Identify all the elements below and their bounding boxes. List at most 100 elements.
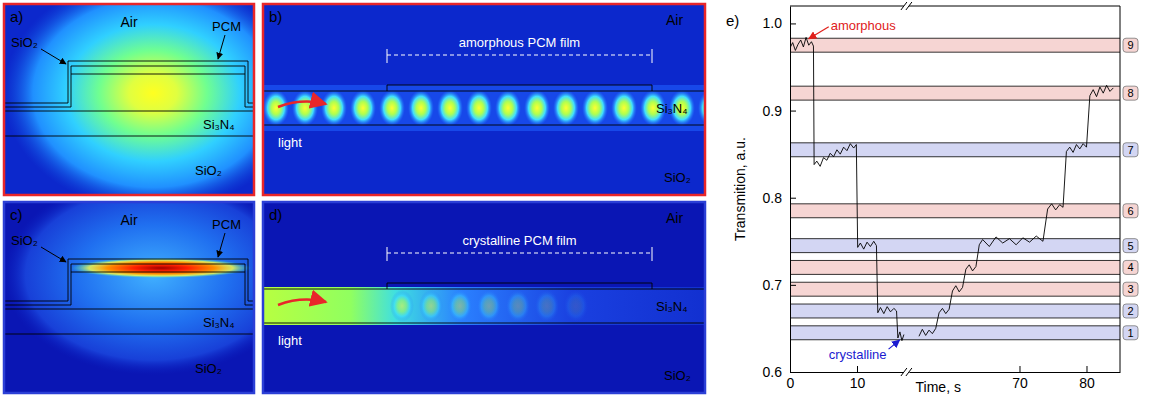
tick: 10 xyxy=(850,366,866,391)
panel: amorphous PCM filmlightAirSi₃N₄SiO₂b) xyxy=(262,3,724,196)
tick-mark xyxy=(1086,366,1087,372)
layer-line xyxy=(3,111,255,112)
field-spot xyxy=(495,90,521,126)
level-edge xyxy=(790,296,1120,297)
tick-label: 1.0 xyxy=(763,15,783,31)
level-box xyxy=(1123,86,1138,100)
light-arrow xyxy=(278,300,326,305)
level-band xyxy=(790,38,1120,52)
tick: 0.8 xyxy=(763,190,796,206)
tick-label: 10 xyxy=(850,375,866,391)
dimension-line xyxy=(387,55,652,56)
tick-mark xyxy=(790,285,796,286)
arrow xyxy=(218,35,225,59)
label: Si₃N₄ xyxy=(656,299,688,314)
level-edge xyxy=(790,86,1120,87)
level-edge xyxy=(790,217,1120,218)
field-spot xyxy=(419,290,443,322)
label: PCM xyxy=(212,19,241,34)
tick-label: 0 xyxy=(787,375,795,391)
trace xyxy=(919,85,1113,336)
tick-mark xyxy=(790,23,796,24)
field xyxy=(262,201,706,394)
field-spot xyxy=(506,290,530,322)
tick-mark xyxy=(790,366,791,372)
level-band xyxy=(790,204,1120,218)
layer-line xyxy=(262,125,706,126)
field-spot xyxy=(3,201,255,375)
layer-line xyxy=(3,264,255,305)
level-box xyxy=(1123,239,1138,253)
light-arrow xyxy=(278,102,326,107)
level-edge xyxy=(790,238,1120,239)
label: Air xyxy=(666,12,683,28)
field-spot xyxy=(437,90,463,126)
tick-mark xyxy=(1019,366,1020,372)
axis-title: Time, s xyxy=(916,379,961,395)
label: Air xyxy=(120,212,137,228)
layer-line xyxy=(71,74,245,75)
panel-letter: e) xyxy=(726,12,739,29)
tick-mark xyxy=(790,111,796,112)
field-spot xyxy=(582,90,608,126)
annotation: crystalline xyxy=(829,340,900,362)
tick-label: 80 xyxy=(1079,375,1095,391)
axis-line xyxy=(790,7,791,373)
field-band xyxy=(262,287,706,325)
level-box xyxy=(1123,38,1138,52)
level-band xyxy=(790,282,1120,296)
field-spot xyxy=(71,258,251,278)
layer-line xyxy=(3,334,255,335)
tick: 70 xyxy=(1012,366,1028,391)
annotation-text: amorphous xyxy=(831,18,897,33)
panel: AirPCMSiO₂Si₃N₄SiO₂a) xyxy=(3,0,303,211)
axis: 0 10 xyxy=(787,366,905,391)
level-edge xyxy=(790,100,1120,101)
level-box xyxy=(1123,304,1138,318)
field-spot xyxy=(379,90,405,126)
level-band xyxy=(790,260,1120,274)
axis-line xyxy=(791,372,905,373)
label: Air xyxy=(120,14,137,30)
panel-letter: b) xyxy=(269,8,282,25)
level-band xyxy=(790,239,1120,253)
field xyxy=(3,3,255,196)
annotation-text: crystalline xyxy=(829,347,887,362)
frame xyxy=(790,6,904,7)
panel-frame xyxy=(263,202,705,393)
level-edge xyxy=(790,282,1120,283)
layer-line xyxy=(71,272,245,273)
level-edge xyxy=(790,156,1120,157)
dimension-tick xyxy=(387,247,652,261)
level-edge xyxy=(790,260,1120,261)
field xyxy=(3,201,255,394)
level-box xyxy=(1123,204,1138,218)
tick-label: 0.7 xyxy=(763,277,783,293)
tick-mark xyxy=(857,366,858,372)
tick: 0.7 xyxy=(763,277,796,293)
tick: 0.9 xyxy=(763,103,796,119)
tick-mark xyxy=(790,198,796,199)
arrow xyxy=(41,247,66,262)
tick-label: 70 xyxy=(1012,375,1028,391)
background xyxy=(262,3,706,196)
level-box xyxy=(1123,326,1138,340)
field-spot xyxy=(263,90,289,126)
level-edge xyxy=(790,252,1120,253)
label: SiO₂ xyxy=(664,368,691,383)
panel-frame xyxy=(4,4,254,195)
level-band xyxy=(790,143,1120,157)
level-label: 5 xyxy=(1127,240,1133,252)
label: SiO₂ xyxy=(664,170,691,185)
label: SiO₂ xyxy=(195,163,222,178)
background xyxy=(262,201,706,394)
tick: 80 xyxy=(1079,366,1095,391)
level-edge xyxy=(790,325,1120,326)
arrow xyxy=(218,233,225,257)
layer-line xyxy=(262,283,706,289)
level-edge xyxy=(790,304,1120,305)
dimension-tick xyxy=(387,49,652,63)
axis-break xyxy=(901,368,912,376)
axis-break xyxy=(901,2,912,10)
axis-title: Transmition, a.u. xyxy=(732,137,748,241)
